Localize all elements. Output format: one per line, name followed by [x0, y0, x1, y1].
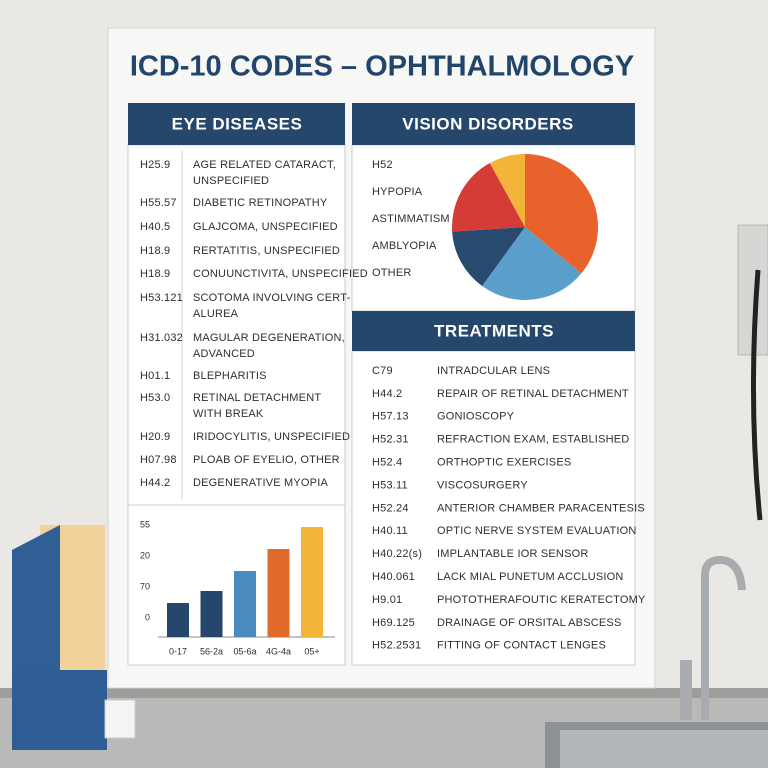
description: CONUUNCTIVITA, UNSPECIFIED	[193, 268, 368, 280]
code: H18.9	[140, 268, 170, 280]
section-header	[352, 103, 635, 145]
section-header	[352, 311, 635, 351]
code: H18.9	[140, 245, 170, 257]
code: H52.31	[372, 434, 409, 446]
description: RERTATITIS, UNSPECIFIED	[193, 245, 340, 257]
description: BLEPHARITIS	[193, 370, 267, 382]
description: IRIDOCYLITIS, UNSPECIFIED	[193, 431, 350, 443]
section-heading: VISION DISORDERS	[402, 114, 573, 133]
code: H40.11	[372, 525, 408, 537]
panel	[351, 350, 636, 666]
code: H52.24	[372, 502, 409, 514]
description: GONIOSCOPY	[437, 411, 515, 423]
folder-holder	[12, 670, 107, 750]
code: H31.032	[140, 332, 183, 344]
code: H44.2	[140, 477, 170, 489]
code: H53.0	[140, 392, 170, 404]
sink-basin	[560, 730, 768, 768]
code: H07.98	[140, 454, 177, 466]
cup	[104, 699, 136, 739]
bar	[200, 591, 223, 637]
legend-label: AMBLYOPIA	[372, 240, 437, 252]
legend-label: H52	[372, 159, 393, 171]
code: H20.9	[140, 431, 170, 443]
description: AGE RELATED CATARACT,	[193, 159, 336, 171]
description: VISCOSURGERY	[437, 479, 528, 491]
x-tick-label: 56-2a	[200, 646, 223, 656]
description: DIABETIC RETINOPATHY	[193, 197, 328, 209]
bar	[167, 603, 189, 637]
code: H52.4	[372, 457, 402, 469]
pie-slice	[452, 163, 525, 232]
legend-label: HYPOPIA	[372, 186, 423, 198]
description: FITTING OF CONTACT LENGES	[437, 640, 606, 652]
poster-title: ICD-10 CODES – OPHTHALMOLOGY	[130, 51, 634, 83]
faucet-handle	[680, 660, 692, 720]
legend-label: OTHER	[372, 267, 412, 279]
y-tick-label: 55	[140, 519, 150, 529]
code: H25.9	[140, 159, 170, 171]
x-tick-label: 05+	[304, 646, 319, 656]
description: SCOTOMA INVOLVING CERT-	[193, 292, 351, 304]
code: H01.1	[140, 370, 170, 382]
code: H55.57	[140, 197, 177, 209]
pie-slice	[489, 154, 525, 227]
description: PHOTOTHERAFOUTIC KERATECTOMY	[437, 594, 646, 606]
code: H53.121	[140, 292, 183, 304]
code: H40.5	[140, 221, 170, 233]
code: C79	[372, 365, 393, 377]
y-tick-label: 20	[140, 550, 150, 560]
code: H69.125	[372, 617, 415, 629]
description: ANTERIOR CHAMBER PARACENTESIS	[437, 502, 645, 514]
code: H52.2531	[372, 640, 421, 652]
description: DEGENERATIVE MYOPIA	[193, 477, 328, 489]
faucet	[701, 555, 746, 720]
pie-slice	[452, 227, 525, 287]
code: H53.11	[372, 479, 408, 491]
description: REFRACTION EXAM, ESTABLISHED	[437, 434, 629, 446]
x-tick-label: 4G-4a	[266, 646, 291, 656]
y-tick-label: 70	[140, 581, 150, 591]
bar	[301, 527, 323, 637]
section-heading: TREATMENTS	[434, 321, 554, 340]
description: ORTHOPTIC EXERCISES	[437, 457, 571, 469]
section-header	[128, 103, 345, 145]
description: REPAIR OF RETINAL DETACHMENT	[437, 388, 629, 400]
description: WITH BREAK	[193, 408, 264, 420]
description: LACK MIAL PUNETUM ACCLUSION	[437, 571, 624, 583]
description: IMPLANTABLE IOR SENSOR	[437, 548, 589, 560]
description: RETINAL DETACHMENT	[193, 392, 321, 404]
pie-slice	[525, 154, 598, 274]
description: DRAINAGE OF ORSITAL ABSCESS	[437, 617, 622, 629]
description: INTRADCULAR LENS	[437, 365, 550, 377]
bar	[267, 549, 290, 637]
bar	[234, 571, 256, 637]
code: H40.22(s)	[372, 548, 422, 560]
legend-label: ASTIMMATISM	[372, 213, 450, 225]
x-tick-label: 0-17	[169, 646, 187, 656]
code: H57.13	[372, 411, 409, 423]
description: MAGULAR DEGENERATION,	[193, 332, 345, 344]
y-tick-label: 0	[145, 612, 150, 622]
description: UNSPECIFIED	[193, 175, 269, 187]
counter-edge	[0, 688, 768, 698]
x-tick-label: 05-6a	[233, 646, 256, 656]
section-heading: EYE DISEASES	[172, 114, 303, 133]
code: H44.2	[372, 388, 402, 400]
code: H40.061	[372, 571, 415, 583]
cord	[750, 269, 763, 521]
code: H9.01	[372, 594, 402, 606]
description: OPTIC NERVE SYSTEM EVALUATION	[437, 525, 637, 537]
description: ALUREA	[193, 308, 239, 320]
description: PLOAB OF EYELIO, OTHER	[193, 454, 340, 466]
description: GLAJCOMA, UNSPECIFIED	[193, 221, 338, 233]
description: ADVANCED	[193, 348, 255, 360]
pie-slice	[482, 227, 582, 300]
